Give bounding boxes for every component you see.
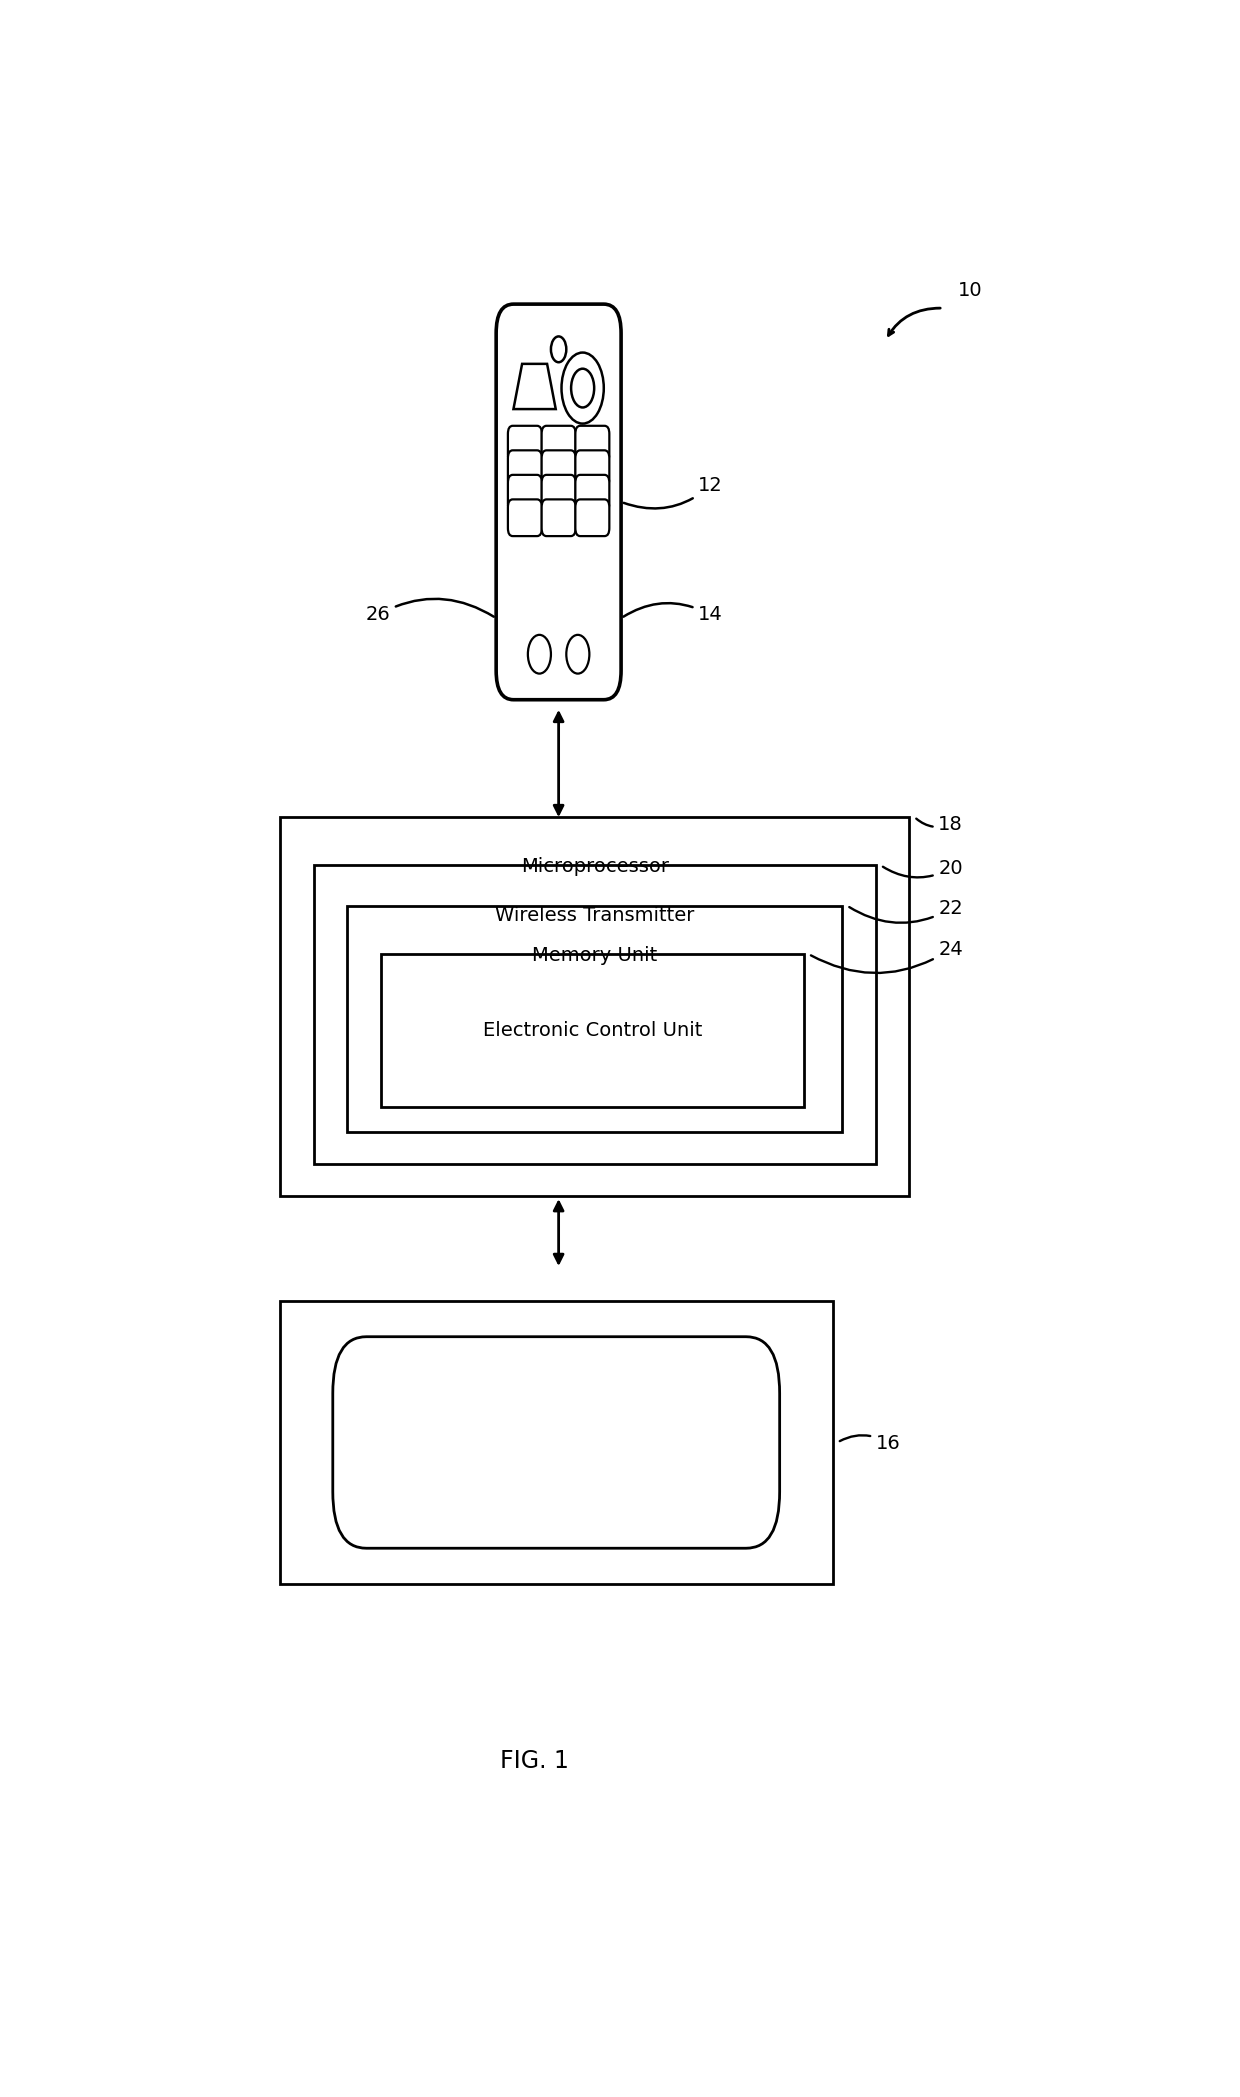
FancyBboxPatch shape [508, 451, 542, 487]
Text: 20: 20 [883, 860, 962, 879]
Text: 24: 24 [811, 939, 963, 973]
Text: Microprocessor: Microprocessor [521, 858, 668, 877]
Text: 22: 22 [849, 900, 963, 923]
Bar [280, 1300, 832, 1583]
FancyBboxPatch shape [575, 474, 609, 512]
Text: 12: 12 [624, 476, 723, 507]
Bar [381, 954, 804, 1107]
Bar [280, 818, 909, 1195]
Text: FIG. 1: FIG. 1 [500, 1749, 569, 1774]
Bar [314, 866, 875, 1164]
FancyBboxPatch shape [542, 499, 575, 537]
Circle shape [567, 635, 589, 673]
Circle shape [551, 336, 567, 363]
Text: 26: 26 [366, 600, 494, 625]
Text: 10: 10 [957, 281, 982, 300]
FancyBboxPatch shape [542, 426, 575, 463]
FancyBboxPatch shape [508, 426, 542, 463]
FancyBboxPatch shape [508, 474, 542, 512]
Text: Wireless Transmitter: Wireless Transmitter [495, 906, 694, 925]
FancyBboxPatch shape [332, 1336, 780, 1548]
Text: Electronic Control Unit: Electronic Control Unit [482, 1021, 702, 1040]
FancyBboxPatch shape [542, 451, 575, 487]
FancyBboxPatch shape [575, 426, 609, 463]
Circle shape [528, 635, 551, 673]
Text: 16: 16 [839, 1434, 900, 1453]
Bar [347, 906, 842, 1132]
FancyBboxPatch shape [508, 499, 542, 537]
FancyBboxPatch shape [496, 304, 621, 700]
Text: 18: 18 [916, 816, 963, 835]
Text: 14: 14 [624, 604, 723, 625]
Circle shape [562, 352, 604, 424]
FancyBboxPatch shape [575, 499, 609, 537]
FancyBboxPatch shape [575, 451, 609, 487]
FancyBboxPatch shape [542, 474, 575, 512]
Circle shape [572, 369, 594, 407]
Text: Memory Unit: Memory Unit [532, 946, 657, 965]
